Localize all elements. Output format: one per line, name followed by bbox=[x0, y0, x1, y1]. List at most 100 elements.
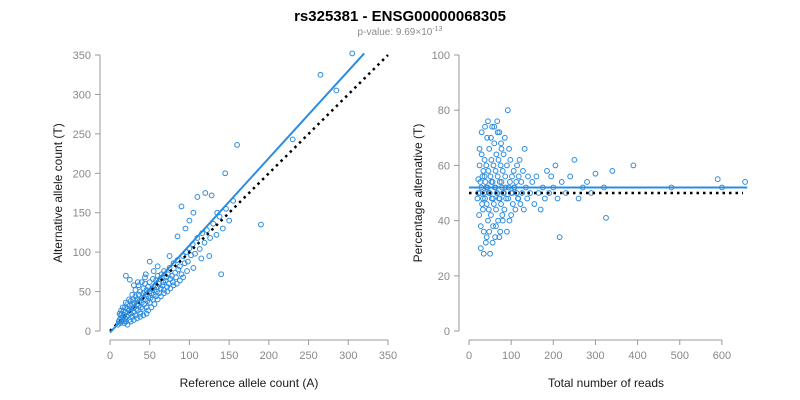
data-point bbox=[507, 156, 514, 163]
data-point bbox=[479, 173, 486, 180]
data-point bbox=[166, 253, 173, 259]
data-point bbox=[154, 296, 161, 303]
x-tick-label: 150 bbox=[220, 350, 238, 362]
data-point bbox=[521, 145, 528, 152]
data-point bbox=[482, 179, 489, 185]
data-point bbox=[504, 228, 510, 235]
data-point bbox=[226, 217, 233, 224]
data-point bbox=[513, 179, 520, 185]
data-point bbox=[151, 301, 158, 308]
data-point bbox=[190, 265, 197, 271]
data-point bbox=[219, 225, 226, 232]
data-point bbox=[480, 195, 486, 202]
data-point bbox=[150, 268, 157, 274]
data-point bbox=[513, 190, 520, 196]
data-point bbox=[476, 162, 483, 169]
data-point bbox=[146, 258, 153, 265]
data-point bbox=[481, 173, 488, 180]
data-point bbox=[480, 250, 487, 257]
data-point bbox=[499, 217, 506, 224]
y-tick-label: 100 bbox=[73, 247, 91, 259]
x-tick-label: 500 bbox=[671, 350, 689, 362]
data-point bbox=[488, 134, 494, 141]
data-point bbox=[234, 141, 240, 148]
data-point bbox=[486, 228, 493, 235]
data-point bbox=[546, 190, 552, 196]
data-point bbox=[494, 173, 501, 180]
x-tick-label: 100 bbox=[502, 350, 520, 362]
data-point bbox=[515, 195, 522, 202]
data-point bbox=[184, 258, 191, 265]
data-point bbox=[524, 195, 531, 202]
figure-subtitle: p-value: 9.69×10-13 bbox=[358, 26, 443, 38]
data-point bbox=[529, 179, 536, 185]
data-point bbox=[515, 173, 522, 180]
data-point bbox=[508, 212, 515, 218]
data-point bbox=[258, 221, 264, 228]
data-point bbox=[514, 162, 520, 169]
data-point bbox=[499, 212, 506, 218]
data-point bbox=[483, 162, 490, 169]
figure-title: rs325381 - ENSG00000068305 bbox=[294, 8, 506, 25]
data-point bbox=[552, 162, 559, 169]
data-point bbox=[148, 304, 155, 311]
data-point bbox=[533, 173, 540, 180]
data-point bbox=[531, 201, 538, 207]
data-point bbox=[491, 140, 498, 147]
data-point bbox=[554, 195, 561, 202]
data-point bbox=[498, 140, 504, 147]
data-point bbox=[218, 271, 225, 278]
percentage-alternative-scatter-panel: 0 100 200 300 400 500 600 0 20 40 60 80 100 Total num… bbox=[411, 50, 749, 390]
data-point bbox=[142, 271, 149, 278]
data-point bbox=[498, 179, 505, 185]
data-point bbox=[161, 287, 167, 293]
data-point bbox=[537, 206, 544, 213]
data-point bbox=[483, 201, 490, 207]
x-tick-label: 200 bbox=[544, 350, 562, 362]
x-tick-label: 200 bbox=[260, 350, 278, 362]
data-point bbox=[512, 206, 519, 213]
y-tick-label: 100 bbox=[432, 50, 450, 62]
data-point bbox=[181, 260, 188, 267]
data-point bbox=[501, 206, 508, 213]
data-point bbox=[497, 162, 504, 169]
data-point bbox=[520, 168, 526, 174]
data-point bbox=[178, 203, 185, 210]
data-point bbox=[289, 136, 296, 143]
data-point bbox=[488, 156, 495, 163]
data-point bbox=[480, 206, 486, 213]
data-point bbox=[494, 118, 501, 125]
data-point bbox=[132, 287, 139, 293]
data-point bbox=[489, 123, 496, 130]
data-point bbox=[525, 173, 531, 180]
data-point bbox=[129, 291, 136, 298]
data-point bbox=[491, 123, 498, 130]
data-point bbox=[130, 317, 137, 323]
data-point bbox=[317, 71, 324, 78]
data-point bbox=[349, 50, 356, 57]
fit-line bbox=[109, 52, 365, 334]
data-point bbox=[520, 206, 527, 213]
x-tick-label: 400 bbox=[628, 350, 646, 362]
data-point bbox=[210, 220, 217, 227]
data-point bbox=[122, 272, 129, 279]
data-point bbox=[558, 179, 565, 185]
data-point bbox=[118, 307, 125, 314]
data-point bbox=[161, 290, 167, 297]
data-point bbox=[496, 179, 503, 185]
y-tick-label: 80 bbox=[438, 105, 450, 117]
data-point bbox=[119, 304, 126, 311]
data-point bbox=[544, 168, 550, 174]
data-point bbox=[484, 134, 491, 141]
data-point bbox=[501, 134, 508, 141]
data-point bbox=[186, 217, 193, 224]
data-point bbox=[130, 282, 137, 289]
y-tick-label: 200 bbox=[73, 168, 91, 180]
data-point bbox=[490, 195, 496, 202]
data-point bbox=[492, 234, 499, 241]
data-point bbox=[495, 156, 502, 163]
data-point bbox=[485, 168, 492, 174]
data-point bbox=[485, 217, 491, 224]
data-point bbox=[609, 168, 616, 174]
data-point bbox=[198, 255, 205, 262]
